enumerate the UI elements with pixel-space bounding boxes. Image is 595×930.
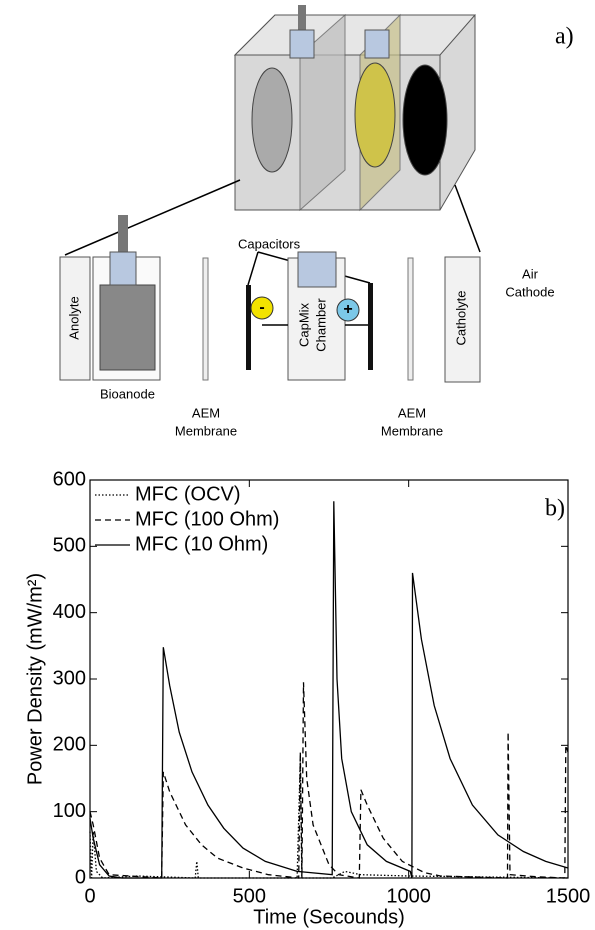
label: - — [259, 299, 264, 316]
label: CapMix — [296, 302, 311, 347]
port — [298, 252, 336, 287]
label: Membrane — [175, 423, 237, 438]
x-tick-label: 500 — [233, 885, 266, 907]
membrane — [408, 258, 413, 380]
y-axis-title: Power Density (mW/m²) — [24, 573, 46, 785]
arrow — [65, 180, 240, 255]
arrow — [248, 252, 258, 285]
label: Membrane — [381, 423, 443, 438]
y-tick-label: 400 — [53, 601, 86, 623]
x-tick-label: 0 — [84, 885, 95, 907]
legend-label: MFC (100 Ohm) — [135, 508, 279, 530]
x-tick-label: 1500 — [546, 885, 591, 907]
label: Anolyte — [66, 296, 81, 339]
label: Cathode — [505, 284, 554, 299]
label: Air — [522, 266, 539, 281]
electrode — [246, 285, 251, 370]
legend-label: MFC (10 Ohm) — [135, 533, 268, 555]
x-axis-title: Time (Secounds) — [253, 906, 405, 928]
panel-label: a) — [555, 24, 574, 50]
rod — [118, 215, 128, 255]
diagram: a) Anolyte Bioanode AEM Membrane Capacit… — [60, 5, 574, 438]
port — [290, 30, 314, 58]
label: Catholyte — [453, 291, 468, 346]
arrow — [455, 185, 480, 252]
membrane — [203, 258, 208, 380]
y-tick-label: 200 — [53, 734, 86, 756]
y-tick-label: 500 — [53, 535, 86, 557]
panel-label: b) — [545, 496, 565, 522]
port — [365, 30, 389, 58]
bioanode — [100, 285, 155, 370]
x-tick-label: 1000 — [386, 885, 431, 907]
label: Capacitors — [238, 236, 301, 251]
label: Bioanode — [100, 386, 155, 401]
anode-window — [252, 68, 292, 172]
label: + — [343, 301, 352, 318]
port — [110, 252, 136, 285]
y-tick-label: 300 — [53, 667, 86, 689]
series-line — [90, 501, 568, 878]
legend-label: MFC (OCV) — [135, 483, 241, 505]
label: AEM — [192, 405, 220, 420]
membrane-window — [355, 63, 395, 167]
label: AEM — [398, 405, 426, 420]
chart: b) Time (Secounds) Power Density (mW/m²)… — [24, 468, 590, 928]
y-tick-label: 600 — [53, 468, 86, 490]
cell-top — [235, 15, 475, 55]
cathode-window — [403, 65, 447, 175]
y-tick-label: 100 — [53, 800, 86, 822]
figure: a) Anolyte Bioanode AEM Membrane Capacit… — [0, 0, 595, 930]
label: Chamber — [313, 298, 328, 352]
electrode — [368, 283, 373, 370]
